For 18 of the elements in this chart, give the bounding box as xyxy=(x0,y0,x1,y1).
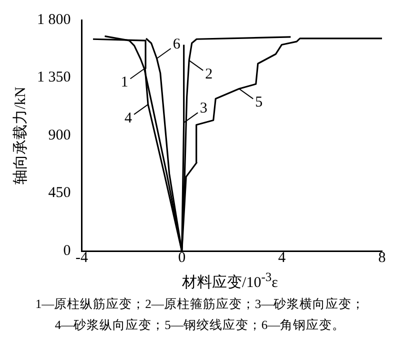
series-label: 1 xyxy=(120,74,128,91)
text: 1—原柱纵筋应变；2—原柱箍筋应变；3—砂浆横向应变； xyxy=(34,296,366,313)
x-axis-title: 材料应变/10$^{-3}$ε xyxy=(181,270,279,292)
x-tick-label: -4 xyxy=(76,250,88,266)
y-tick-label: 1 350 xyxy=(37,70,71,86)
x-tick-label: 0 xyxy=(178,250,186,266)
text: 4—砂浆纵向应变；5—钢绞线应变；6—角钢应变。 xyxy=(54,317,346,334)
legend-label: 3 xyxy=(200,100,208,117)
y-tick-label: 450 xyxy=(48,185,71,202)
x-tick-label: 8 xyxy=(378,250,386,266)
y-axis-title: 轴向承载力/kN xyxy=(12,86,29,184)
legend-label: 6 xyxy=(172,36,181,52)
y-tick-label: 1 800 xyxy=(37,12,71,28)
y-tick-label: 900 xyxy=(48,127,71,144)
series-label: 4 xyxy=(124,110,133,126)
legend-label: 2 xyxy=(205,66,213,82)
x-tick-label: 4 xyxy=(278,250,286,266)
legend-label: 5 xyxy=(255,94,263,111)
